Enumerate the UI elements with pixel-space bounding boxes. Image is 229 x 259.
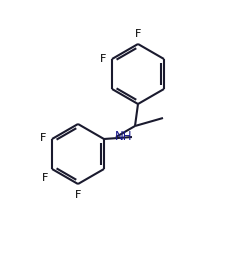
Text: F: F <box>99 54 106 64</box>
Text: F: F <box>74 190 81 200</box>
Text: F: F <box>41 173 48 183</box>
Text: F: F <box>134 29 141 39</box>
Text: F: F <box>39 133 46 143</box>
Text: NH: NH <box>115 131 132 143</box>
